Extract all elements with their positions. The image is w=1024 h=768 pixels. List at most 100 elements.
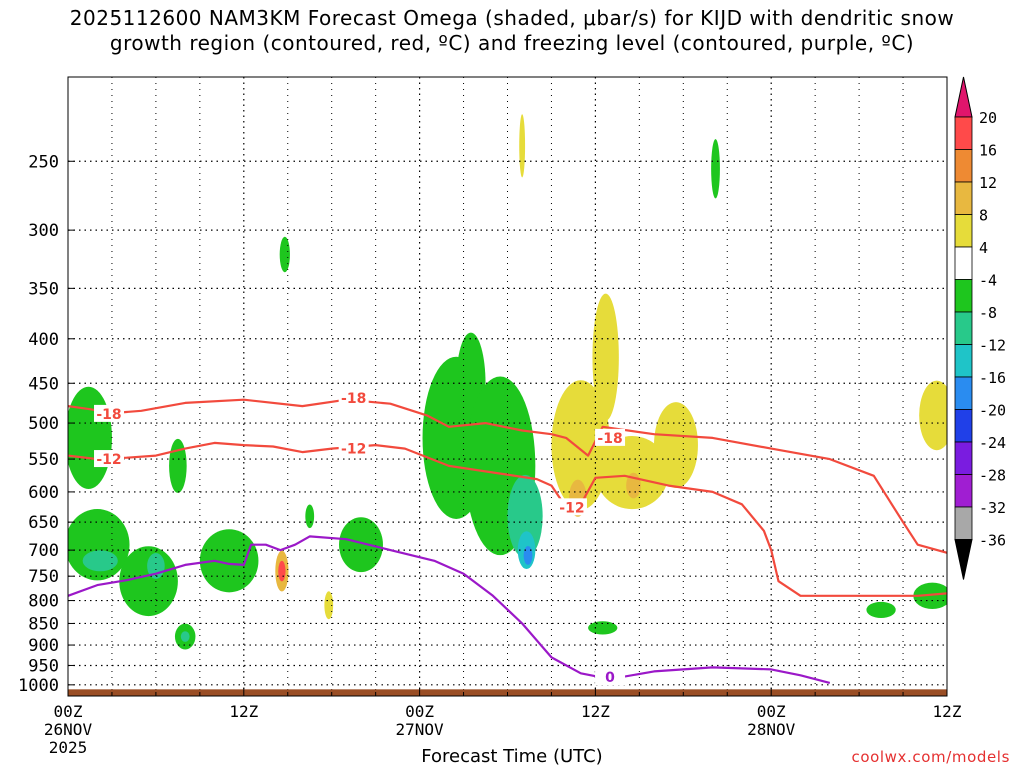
colorbar-label-10: -24: [979, 434, 1006, 452]
x-year-label-0: 2025: [49, 738, 88, 757]
omega-cell-12: [324, 591, 334, 620]
credit-text[interactable]: coolwx.com/models: [851, 748, 1010, 766]
colorbar-label-11: -28: [979, 467, 1006, 485]
contour-label-bg-1-2: [556, 498, 587, 516]
omega-cell-23: [592, 293, 619, 421]
y-tick-label-400: 400: [28, 330, 59, 350]
y-tick-label-1000: 1000: [18, 676, 59, 696]
colorbar-band-10: [954, 441, 973, 475]
contour--12: [68, 441, 947, 597]
grid-lines: [68, 77, 947, 696]
y-tick-label-500: 500: [28, 414, 59, 434]
colorbar-label-2: 12: [979, 174, 997, 192]
colorbar-label-6: -8: [979, 304, 997, 322]
contour-lines: [68, 398, 947, 684]
omega-cell-14: [339, 517, 383, 573]
contour-label-bg-1-1: [338, 439, 369, 457]
y-tick-label-550: 550: [28, 450, 59, 470]
contour-0: [68, 535, 831, 684]
colorbar-label-8: -16: [979, 369, 1006, 387]
contour-label-bg-2-0: [595, 668, 626, 686]
colorbar-label-13: -36: [979, 532, 1006, 550]
contour-label--18: -18: [341, 391, 366, 407]
y-tick-label-650: 650: [28, 513, 59, 533]
y-tick-label-750: 750: [28, 567, 59, 587]
contour-label-bg-0-0: [94, 404, 125, 422]
colorbar-band-8: [954, 376, 973, 410]
contour-label--18: -18: [96, 407, 121, 423]
omega-cell-7: [169, 438, 187, 493]
y-tick-label-600: 600: [28, 483, 59, 503]
omega-cell-30: [866, 601, 896, 618]
y-tick-label-900: 900: [28, 636, 59, 656]
omega-cell-27: [519, 114, 526, 178]
x-tick-label-48: 00Z: [757, 702, 786, 721]
colorbar-band-4: [954, 246, 973, 280]
colorbar-band-0: [954, 116, 973, 150]
colorbar-band-1: [954, 149, 973, 183]
colorbar-band-3: [954, 214, 973, 248]
x-tick-label-24: 00Z: [405, 702, 434, 721]
omega-cell-0: [68, 386, 112, 490]
colorbar-label-3: 8: [979, 207, 988, 225]
colorbar-band-5: [954, 279, 973, 313]
omega-cell-24: [595, 435, 669, 510]
y-tick-label-800: 800: [28, 592, 59, 612]
x-date-label-0: 26NOV: [44, 720, 93, 739]
omega-cell-32: [919, 380, 947, 451]
omega-cell-2: [82, 550, 118, 572]
colorbar-label-0: 20: [979, 109, 997, 127]
colorbar-band-11: [954, 474, 973, 508]
y-tick-label-350: 350: [28, 279, 59, 299]
x-date-label-48: 28NOV: [747, 720, 796, 739]
omega-cell-11: [278, 560, 286, 582]
omega-cell-9: [279, 236, 290, 273]
contour-label-0: 0: [605, 670, 615, 686]
contour-labels: -18 -18 -18 -12 -12 -12 0: [94, 389, 626, 686]
colorbar-label-9: -20: [979, 402, 1006, 420]
y-tick-label-300: 300: [28, 221, 59, 241]
chart-title-line2: growth region (contoured, red, ºC) and f…: [109, 31, 915, 55]
y-tick-label-950: 950: [28, 656, 59, 676]
colorbar-label-1: 16: [979, 142, 997, 160]
y-tick-label-250: 250: [28, 152, 59, 172]
x-tick-label-0: 00Z: [54, 702, 83, 721]
y-tick-label-700: 700: [28, 541, 59, 561]
colorbar-band-2: [954, 181, 973, 215]
colorbar-band-7: [954, 344, 973, 378]
omega-cell-29: [588, 621, 618, 635]
colorbar-bottom-arrow: [954, 539, 973, 580]
contour-label-bg-0-2: [595, 428, 626, 446]
contour-label--12: -12: [559, 500, 584, 516]
colorbar-label-4: 4: [979, 239, 988, 257]
omega-cell-6: [180, 631, 190, 642]
omega-cell-18: [507, 474, 543, 558]
y-tick-label-850: 850: [28, 614, 59, 634]
colorbar-label-5: -4: [979, 272, 997, 290]
omega-cell-3: [119, 546, 178, 617]
omega-cell-26: [654, 402, 698, 489]
colorbar-band-9: [954, 409, 973, 443]
contour-label-bg-1-0: [94, 450, 125, 468]
x-axis-label: Forecast Time (UTC): [421, 746, 603, 767]
y-tick-label-450: 450: [28, 374, 59, 394]
contour-label-bg-0-1: [338, 389, 369, 407]
colorbar-label-12: -32: [979, 499, 1006, 517]
y-axis: 2503003504004505005506006507007508008509…: [18, 152, 74, 696]
omega-cell-13: [305, 504, 315, 529]
colorbar-label-7: -12: [979, 337, 1006, 355]
x-tick-label-36: 12Z: [581, 702, 610, 721]
contour-label--12: -12: [96, 452, 121, 468]
colorbar-band-6: [954, 311, 973, 345]
chart-title-line1: 2025112600 NAM3KM Forecast Omega (shaded…: [69, 6, 955, 30]
contour-label--12: -12: [341, 442, 366, 458]
x-tick-label-12: 12Z: [229, 702, 258, 721]
contour-label--18: -18: [597, 431, 622, 447]
x-tick-label-60: 12Z: [933, 702, 962, 721]
colorbar: 20 16 12 8 4 -4 -8 -12 -16 -20 -24 -28 -32 -36: [954, 76, 1006, 580]
x-date-label-24: 27NOV: [396, 720, 445, 739]
omega-cell-20: [523, 546, 533, 565]
omega-cell-28: [711, 139, 720, 199]
